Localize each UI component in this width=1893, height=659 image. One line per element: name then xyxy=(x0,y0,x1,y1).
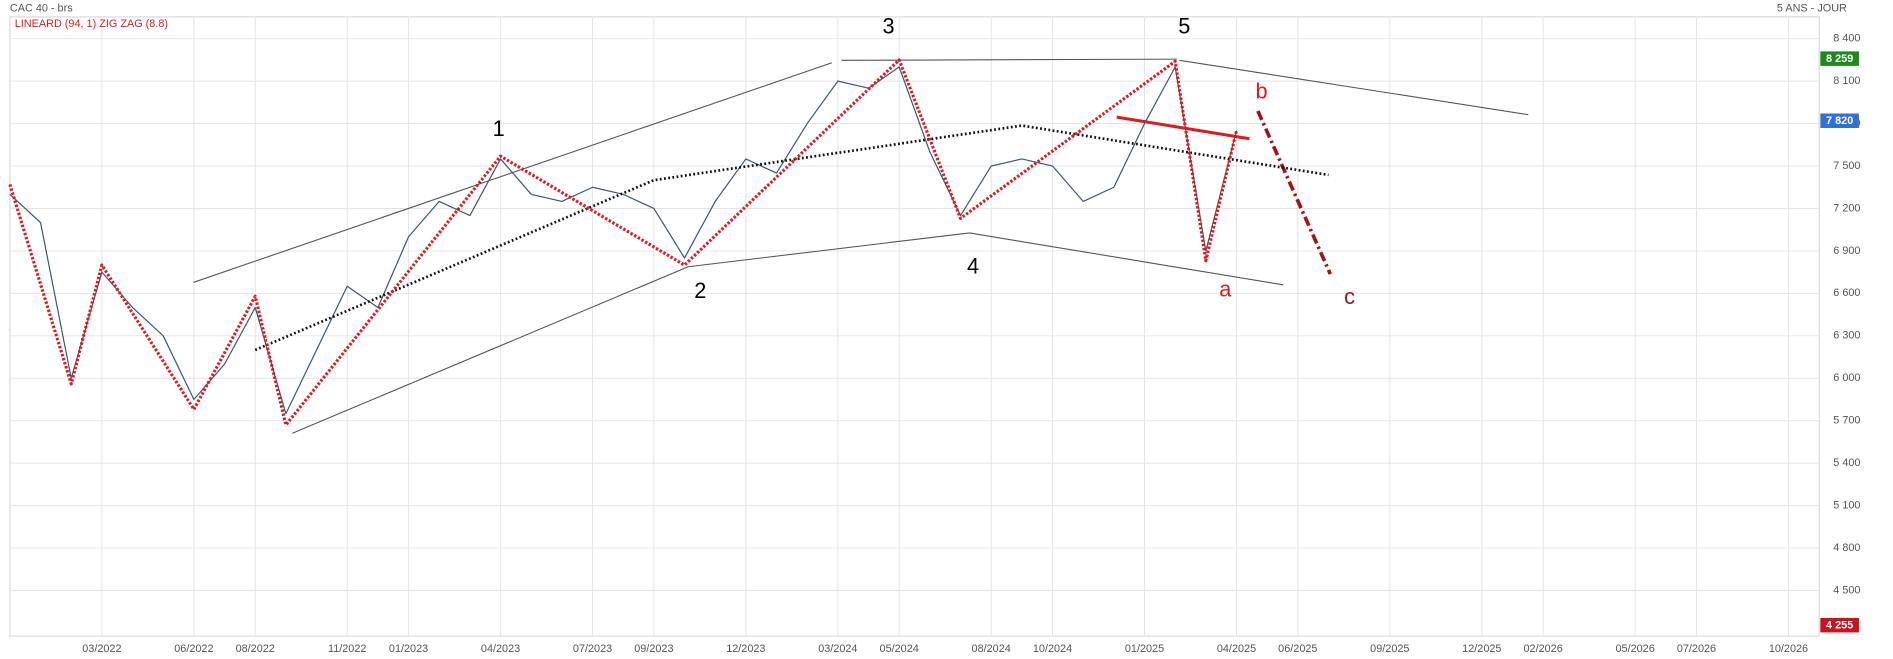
series-line xyxy=(9,66,1238,415)
plot-frame xyxy=(9,16,1820,637)
trend-line xyxy=(969,232,1284,286)
wave-label: b xyxy=(1255,79,1267,104)
x-tick-label: 08/2022 xyxy=(236,643,275,655)
wave-label: 1 xyxy=(493,116,505,141)
x-tick-label: 01/2023 xyxy=(389,643,428,655)
legend: LINEARD (94, 1) ZIG ZAG (8.8) xyxy=(15,18,168,30)
y-tick-label: 8 400 xyxy=(1833,33,1860,45)
series xyxy=(8,58,1329,427)
trend-line xyxy=(1179,59,1529,116)
series-line xyxy=(8,58,1239,427)
x-tick-label: 03/2022 xyxy=(82,643,121,655)
x-tick-label: 09/2023 xyxy=(634,643,673,655)
grid: 4 500 4 800 5 100 5 400 5 700 6 000 6 300 6 600… xyxy=(9,16,1860,655)
x-tick-label: 02/2026 xyxy=(1524,643,1563,655)
trend-lines xyxy=(193,58,1529,434)
trend-line xyxy=(1116,115,1250,141)
price-tag xyxy=(1820,113,1859,128)
y-tick-label: 4 500 xyxy=(1833,584,1860,596)
y-tick-label: 5 700 xyxy=(1833,415,1860,427)
y-tick-label: 5 400 xyxy=(1833,457,1860,469)
price-tag xyxy=(1820,617,1859,633)
y-tick-label: 6 000 xyxy=(1833,372,1860,384)
x-tick-label: 09/2025 xyxy=(1370,643,1409,655)
x-tick-label: 06/2025 xyxy=(1278,643,1317,655)
y-tick-label: 7 200 xyxy=(1833,202,1860,214)
x-tick-label: 08/2024 xyxy=(972,643,1011,655)
wave-label: 3 xyxy=(883,13,895,38)
x-tick-label: 12/2025 xyxy=(1462,643,1501,655)
x-tick-label: 10/2024 xyxy=(1033,643,1072,655)
y-tick-label: 8 100 xyxy=(1833,75,1860,87)
trend-line xyxy=(688,232,970,268)
x-tick-label: 04/2023 xyxy=(481,643,520,655)
legend-entry: LINEARD (94, 1) xyxy=(15,18,96,30)
y-tick-label: 4 800 xyxy=(1833,542,1860,554)
x-tick-label: 05/2024 xyxy=(880,643,919,655)
trend-line xyxy=(841,58,1178,61)
price-tag xyxy=(1820,51,1859,66)
wave-labels: 1 2 3 4 5 a b c xyxy=(493,13,1356,308)
price-tag-label: 8 259 xyxy=(1826,53,1853,65)
y-tick-label: 6 900 xyxy=(1833,245,1860,257)
x-tick-label: 12/2023 xyxy=(726,643,765,655)
x-tick-label: 07/2026 xyxy=(1677,643,1716,655)
x-tick-label: 10/2026 xyxy=(1769,643,1808,655)
wave-label: 2 xyxy=(694,278,706,303)
series-line xyxy=(254,124,1329,352)
price-tag-label: 4 255 xyxy=(1826,620,1853,632)
wave-label: 4 xyxy=(967,254,979,279)
wave-label: 5 xyxy=(1178,13,1190,38)
x-tick-label: 03/2024 xyxy=(818,643,857,655)
chart-title: CAC 40 - brs xyxy=(10,2,73,14)
x-tick-label: 06/2022 xyxy=(174,643,213,655)
price-tag-label: 7 820 xyxy=(1826,115,1853,127)
x-tick-label: 01/2025 xyxy=(1125,643,1164,655)
y-tick-label: 7 500 xyxy=(1833,160,1860,172)
trend-line xyxy=(1256,110,1332,275)
x-tick-label: 04/2025 xyxy=(1217,643,1256,655)
x-tick-label: 07/2023 xyxy=(573,643,612,655)
y-tick-label: 5 100 xyxy=(1833,499,1860,511)
y-tick-label: 6 300 xyxy=(1833,330,1860,342)
y-tick-label: 6 600 xyxy=(1833,287,1860,299)
x-tick-label: 11/2022 xyxy=(328,643,366,655)
chart-subtitle: 5 ANS - JOUR xyxy=(1777,2,1847,14)
legend-entry: ZIG ZAG (8.8) xyxy=(99,18,168,30)
wave-label: a xyxy=(1219,277,1232,302)
wave-label: c xyxy=(1344,284,1355,309)
x-tick-label: 05/2026 xyxy=(1616,643,1655,655)
trend-line xyxy=(292,266,689,434)
